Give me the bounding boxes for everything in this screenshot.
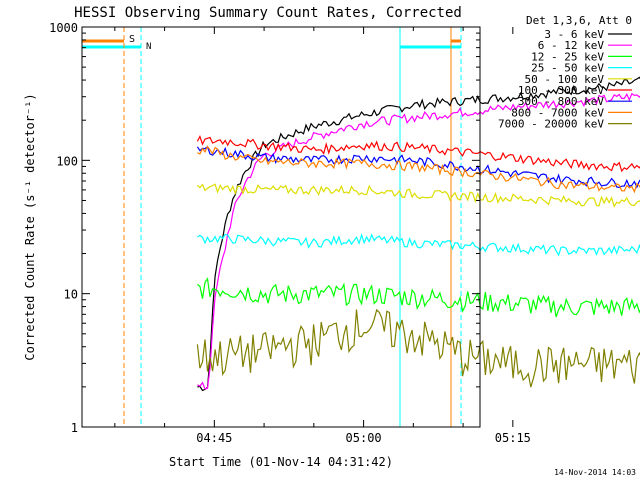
saa-label: S (129, 34, 135, 45)
y-tick-label-0: 1 (71, 421, 78, 435)
series-line-0 (197, 76, 640, 392)
series-5 (196, 134, 640, 173)
legend-label-3: 25 - 50 keV (531, 62, 604, 75)
y-tick-label-1: 10 (64, 288, 78, 302)
legend-label-1: 6 - 12 keV (538, 39, 605, 52)
x-tick-label-2: 05:15 (495, 431, 531, 445)
footer-timestamp: 14-Nov-2014 14:03 (554, 468, 636, 477)
x-tick-label-1: 05:00 (346, 431, 382, 445)
plot-area: SN (82, 27, 640, 427)
series-line-6 (196, 145, 640, 189)
series-6 (196, 145, 640, 189)
series-line-8 (196, 308, 640, 388)
legend-header: Det 1,3,6, Att 0 (526, 14, 632, 27)
x-axis-label: Start Time (01-Nov-14 04:31:42) (169, 455, 393, 469)
y-tick-label-2: 100 (56, 154, 78, 168)
series-4 (196, 183, 640, 208)
series-line-4 (196, 183, 640, 208)
legend-label-2: 12 - 25 keV (531, 50, 604, 63)
x-tick-label-0: 04:45 (196, 431, 232, 445)
series-line-5 (196, 134, 640, 173)
series-0 (197, 76, 640, 392)
series-line-3 (197, 232, 640, 257)
series-line-2 (197, 277, 640, 318)
plot-frame (81, 26, 481, 428)
series-2 (197, 277, 640, 318)
series-line-7 (197, 145, 640, 194)
series-1 (197, 92, 640, 390)
series-3 (197, 232, 640, 257)
observation-markers: SN (82, 27, 462, 427)
legend-label-8: 7000 - 20000 keV (498, 118, 604, 131)
chart-title: HESSI Observing Summary Count Rates, Cor… (74, 5, 462, 21)
night-label: N (146, 42, 151, 52)
series-8 (196, 308, 640, 388)
y-axis-label: Corrected Count Rate (s⁻¹ detector⁻¹) (23, 93, 37, 360)
legend-label-6: 300 - 800 keV (518, 95, 604, 108)
legend-label-5: 100 - 300 keV (518, 84, 604, 97)
series-7 (197, 145, 640, 194)
legend-label-4: 50 - 100 keV (525, 73, 605, 86)
legend-label-0: 3 - 6 keV (544, 28, 604, 41)
y-tick-label-3: 1000 (49, 21, 78, 35)
series-line-1 (197, 92, 640, 390)
legend-label-7: 800 - 7000 keV (511, 106, 604, 119)
